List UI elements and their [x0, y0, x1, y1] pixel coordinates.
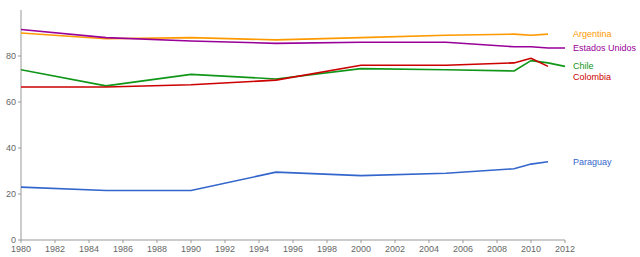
x-tick	[293, 240, 294, 243]
legend-label: Estados Unidos	[573, 43, 637, 53]
x-tick	[395, 240, 396, 243]
x-tick	[55, 240, 56, 243]
y-tick	[18, 148, 21, 149]
x-tick	[429, 240, 430, 243]
x-tick	[225, 240, 226, 243]
y-tick	[18, 56, 21, 57]
chart-svg: 0204060801980198219841986198819901992199…	[0, 0, 640, 257]
series-line	[21, 30, 565, 48]
x-tick-label: 1996	[283, 244, 303, 254]
x-tick-label: 1980	[11, 244, 31, 254]
x-tick-label: 2008	[487, 244, 507, 254]
x-tick-label: 1982	[45, 244, 65, 254]
x-tick	[361, 240, 362, 243]
x-tick-label: 2006	[453, 244, 473, 254]
y-tick	[18, 194, 21, 195]
x-tick-label: 1992	[215, 244, 235, 254]
x-tick	[565, 240, 566, 243]
x-tick-label: 1984	[79, 244, 99, 254]
x-tick-label: 2002	[385, 244, 405, 254]
legend-label: Paraguay	[573, 157, 612, 167]
y-tick	[18, 102, 21, 103]
x-tick-label: 1986	[113, 244, 133, 254]
x-tick-label: 2004	[419, 244, 439, 254]
x-tick-label: 2012	[555, 244, 575, 254]
x-tick	[89, 240, 90, 243]
legend-label: Argentina	[573, 29, 612, 39]
y-tick-label: 20	[6, 189, 16, 199]
x-tick-label: 1994	[249, 244, 269, 254]
x-tick-label: 1988	[147, 244, 167, 254]
x-tick	[157, 240, 158, 243]
x-tick-label: 1998	[317, 244, 337, 254]
x-tick	[327, 240, 328, 243]
x-tick	[497, 240, 498, 243]
x-tick	[123, 240, 124, 243]
x-tick-label: 1990	[181, 244, 201, 254]
x-tick	[531, 240, 532, 243]
x-tick	[259, 240, 260, 243]
x-tick	[191, 240, 192, 243]
series-line	[21, 162, 548, 191]
x-tick-label: 2000	[351, 244, 371, 254]
y-tick-label: 60	[6, 97, 16, 107]
series-group	[21, 30, 565, 191]
legend-label: Chile	[573, 61, 594, 71]
y-axis-line	[21, 10, 22, 240]
x-tick	[21, 240, 22, 243]
series-line	[21, 58, 548, 87]
chart-container: 0204060801980198219841986198819901992199…	[0, 0, 640, 257]
x-tick-label: 2010	[521, 244, 541, 254]
y-tick-label: 40	[6, 143, 16, 153]
x-tick	[463, 240, 464, 243]
y-tick-label: 80	[6, 51, 16, 61]
legend-label: Colombia	[573, 72, 611, 82]
